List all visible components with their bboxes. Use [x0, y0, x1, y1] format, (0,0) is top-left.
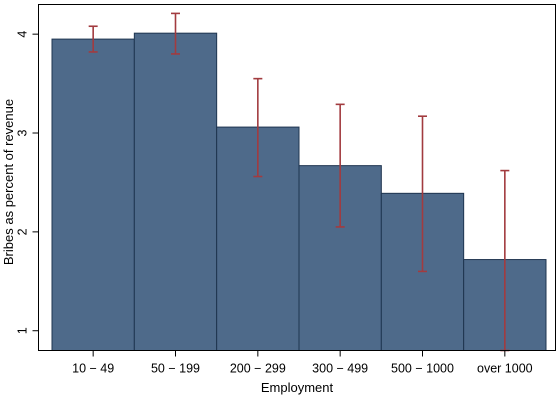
error-bar	[418, 115, 427, 273]
y-tick-label: 2	[16, 228, 30, 235]
bars-layer	[51, 32, 547, 351]
y-axis-title: Bribes as percent of revenue	[1, 99, 16, 265]
x-tick-label: 10 − 49	[72, 362, 114, 376]
x-tick-label: over 1000	[477, 362, 533, 376]
error-bar	[253, 77, 263, 178]
y-tick-label: 3	[16, 129, 30, 136]
error-bar	[88, 25, 98, 53]
y-tick-label: 1	[16, 327, 30, 334]
x-tick-label: 50 − 199	[151, 362, 200, 376]
bar	[133, 32, 218, 351]
x-tick-label: 300 − 499	[312, 362, 368, 376]
x-tick-label: 200 − 299	[230, 362, 286, 376]
axes-layer	[38, 4, 556, 351]
bar	[51, 38, 135, 351]
plot-frame	[38, 4, 556, 351]
x-ticks-layer: 10 − 49 50 − 199 200 − 299 300 − 499 500 − 1…	[72, 350, 533, 376]
error-bar	[335, 103, 345, 228]
y-ticks-layer: 1 2 3 4	[16, 31, 39, 334]
error-bar	[171, 12, 180, 55]
y-tick-label: 4	[16, 31, 30, 38]
error-bars-layer	[88, 12, 510, 352]
x-axis-title: Employment	[261, 380, 334, 395]
x-tick-label: 500 − 1000	[391, 362, 454, 376]
